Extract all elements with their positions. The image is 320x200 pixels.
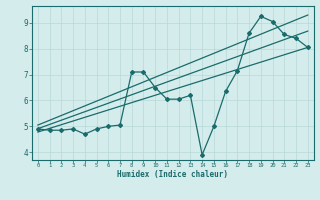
X-axis label: Humidex (Indice chaleur): Humidex (Indice chaleur): [117, 170, 228, 179]
